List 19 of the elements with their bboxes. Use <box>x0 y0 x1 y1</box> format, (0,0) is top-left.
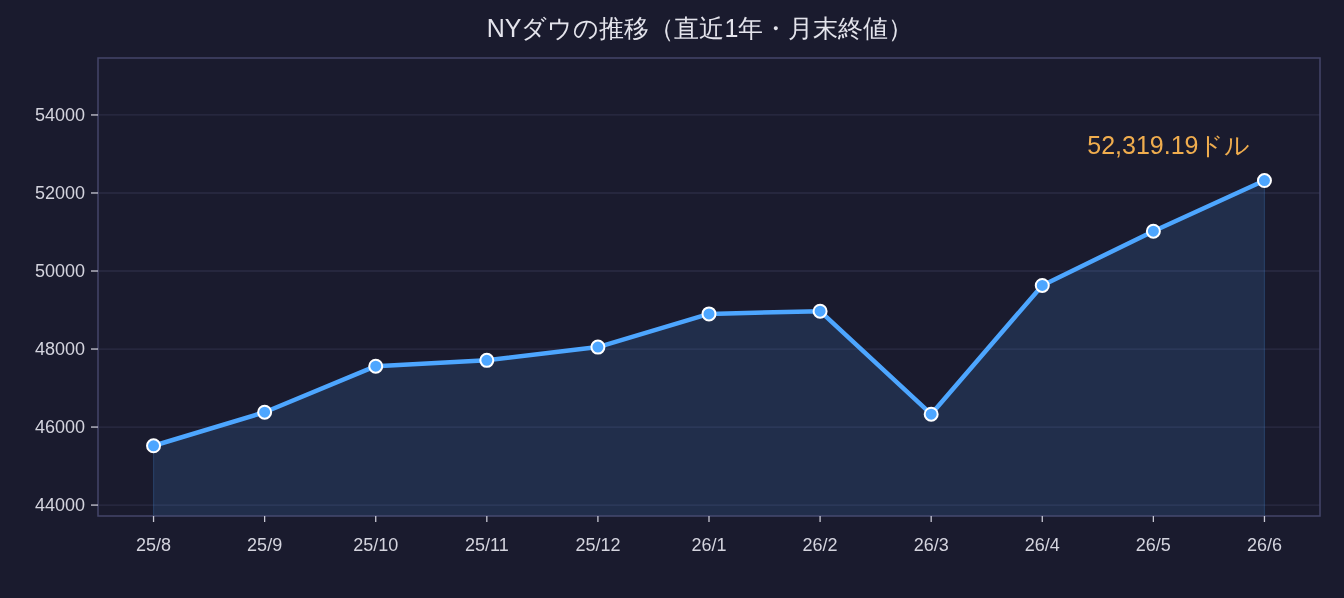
x-tick-label: 26/3 <box>913 535 949 555</box>
x-tick-label: 26/6 <box>1246 535 1282 555</box>
x-tick-label: 25/10 <box>353 535 399 555</box>
y-tick-label: 48000 <box>34 339 85 360</box>
x-tick-label: 26/1 <box>691 535 727 555</box>
x-tick-label: 26/5 <box>1135 535 1171 555</box>
y-tick-label: 46000 <box>34 417 85 438</box>
x-tick-label: 26/2 <box>802 535 838 555</box>
title: NYダウの推移（直近1年・月末終値） <box>486 14 914 42</box>
y-tick-label: 52000 <box>34 183 85 203</box>
x-tick-label: 25/9 <box>247 535 283 555</box>
annotation: 52,319.19ドル <box>1087 130 1251 159</box>
x-tick-label: 26/4 <box>1024 535 1060 555</box>
y-tick-label: 54000 <box>34 104 85 125</box>
x-tick-label: 25/8 <box>136 535 172 555</box>
y-tick-label: 44000 <box>34 495 85 516</box>
x-tick-label: 25/12 <box>575 535 621 555</box>
x-tick-label: 25/11 <box>464 535 509 555</box>
y-tick-label: 50000 <box>34 261 85 281</box>
